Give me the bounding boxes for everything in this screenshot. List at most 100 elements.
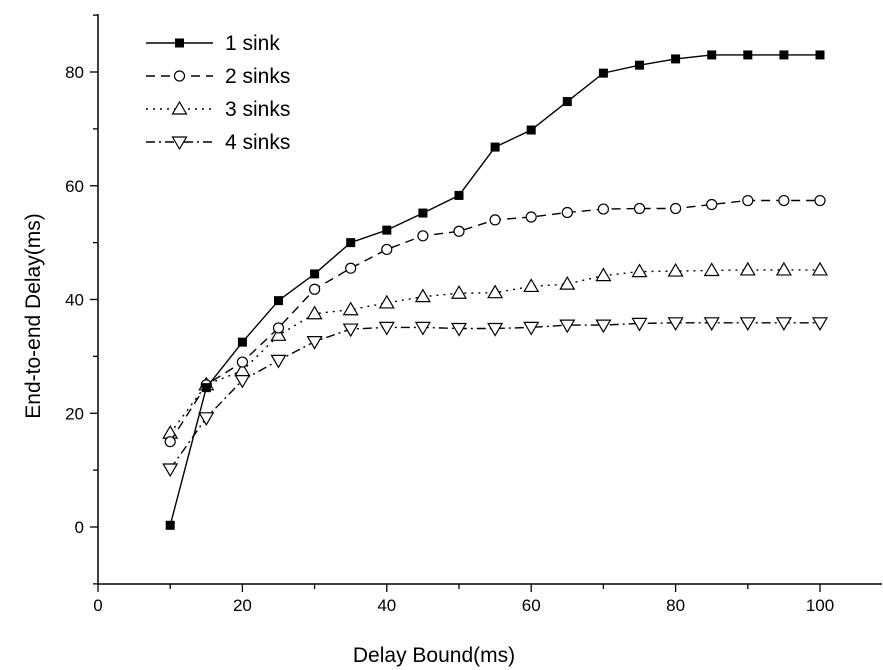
data-point xyxy=(489,214,501,226)
data-point xyxy=(706,198,718,211)
data-point xyxy=(707,50,717,60)
data-point xyxy=(175,38,184,48)
data-point xyxy=(414,288,431,303)
legend-item: 3 sinks xyxy=(146,98,290,121)
y-tick-label: 0 xyxy=(75,518,84,537)
x-tick-label: 100 xyxy=(806,596,834,615)
data-point xyxy=(635,60,644,70)
series-1-sink xyxy=(165,50,825,530)
y-tick-label: 40 xyxy=(65,291,84,310)
y-tick-label: 60 xyxy=(65,177,84,196)
data-point xyxy=(234,374,251,389)
data-point xyxy=(525,211,537,223)
legend-item: 2 sinks xyxy=(146,65,290,88)
data-point xyxy=(378,321,395,336)
data-point xyxy=(739,261,756,276)
data-point xyxy=(345,262,357,274)
data-point xyxy=(272,322,285,334)
data-point xyxy=(414,321,431,336)
data-point xyxy=(561,206,573,219)
data-point xyxy=(815,50,825,60)
y-axis-title: End-to-end Delay(ms) xyxy=(22,213,45,418)
data-point xyxy=(309,283,321,295)
data-point xyxy=(381,243,393,256)
data-point xyxy=(164,436,176,448)
data-point xyxy=(342,323,359,338)
series-group xyxy=(162,50,829,530)
data-point xyxy=(742,194,754,207)
legend-item: 4 sinks xyxy=(146,131,290,154)
data-point xyxy=(270,327,287,341)
y-tick-label: 20 xyxy=(65,404,84,423)
data-point xyxy=(739,317,756,332)
data-point xyxy=(453,225,465,237)
axes: 0 20 40 60 80 100 0 20 40 60 80 xyxy=(65,14,882,615)
legend: 1 sink 2 sinks 3 sinks 4 sinks xyxy=(146,32,290,154)
series-line xyxy=(169,199,820,443)
data-point xyxy=(487,284,504,299)
data-point xyxy=(201,383,211,393)
data-point xyxy=(237,337,247,347)
data-point xyxy=(597,203,610,215)
data-point xyxy=(450,322,468,337)
x-tick-label: 60 xyxy=(522,596,541,615)
data-point xyxy=(378,294,395,309)
data-point xyxy=(703,317,720,332)
data-point xyxy=(595,267,612,282)
series-3-sinks xyxy=(162,261,829,439)
data-point xyxy=(595,319,612,334)
data-point xyxy=(342,301,359,316)
data-point xyxy=(598,68,608,78)
data-point xyxy=(775,317,792,332)
data-point xyxy=(306,335,323,350)
data-point xyxy=(669,202,682,215)
legend-label: 3 sinks xyxy=(225,98,290,121)
data-point xyxy=(454,190,464,200)
data-point xyxy=(811,317,829,332)
data-point xyxy=(631,317,648,332)
data-point xyxy=(775,261,792,276)
data-point xyxy=(274,296,283,306)
data-point xyxy=(270,354,287,369)
data-point xyxy=(523,278,540,293)
legend-label: 1 sink xyxy=(225,32,280,55)
data-point xyxy=(559,275,576,290)
data-point xyxy=(523,321,540,336)
data-point xyxy=(487,322,504,337)
data-point xyxy=(162,463,179,478)
data-point xyxy=(171,100,188,115)
legend-label: 2 sinks xyxy=(225,65,290,88)
x-tick-label: 40 xyxy=(377,596,396,615)
x-tick-label: 20 xyxy=(233,596,252,615)
data-point xyxy=(173,70,186,82)
data-point xyxy=(418,208,428,218)
data-point xyxy=(811,261,829,276)
x-axis-title: Delay Bound(ms) xyxy=(353,644,515,667)
data-point xyxy=(198,412,215,426)
data-point xyxy=(779,50,789,60)
data-point xyxy=(165,520,175,530)
data-point xyxy=(631,263,648,278)
data-point xyxy=(667,262,684,277)
data-point xyxy=(171,136,188,151)
data-point xyxy=(490,142,500,152)
data-point xyxy=(559,319,576,334)
data-point xyxy=(562,97,572,107)
data-point xyxy=(778,194,790,207)
data-point xyxy=(743,50,753,60)
data-point xyxy=(310,269,320,279)
data-point xyxy=(671,54,681,64)
data-point xyxy=(703,262,720,277)
data-point xyxy=(346,238,356,248)
x-tick-label: 0 xyxy=(93,596,102,615)
data-point xyxy=(236,356,248,368)
data-point xyxy=(382,225,392,235)
legend-item: 1 sink xyxy=(146,32,280,55)
series-4-sinks xyxy=(162,317,829,478)
data-point xyxy=(306,305,323,320)
data-point xyxy=(814,194,826,207)
data-point xyxy=(234,362,251,377)
x-tick-label: 80 xyxy=(666,596,685,615)
data-point xyxy=(633,202,646,215)
